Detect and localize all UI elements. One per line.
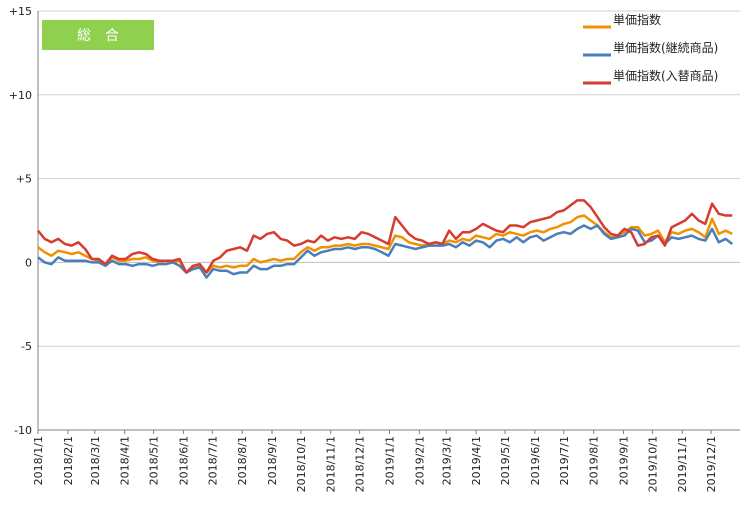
y-tick-label: -10 — [14, 424, 32, 437]
y-tick-label: +10 — [9, 89, 32, 102]
x-tick-label: 2018/4/1 — [119, 436, 132, 485]
series-lines — [37, 199, 734, 279]
x-tick-label: 2018/2/1 — [62, 436, 75, 485]
legend-label-1: 単価指数 — [613, 12, 661, 27]
x-tick-label: 2018/5/1 — [148, 436, 161, 485]
chart-title-box: 総 合 — [42, 20, 154, 50]
x-tick-label: 2019/3/1 — [440, 436, 453, 485]
x-tick-label: 2019/5/1 — [499, 436, 512, 485]
x-tick-labels: 2018/1/1 2018/2/1 2018/3/1 2018/4/1 2018/5/1… — [32, 436, 718, 492]
x-tick-label: 2019/8/1 — [588, 436, 601, 485]
x-tick-label: 2018/6/1 — [177, 436, 190, 485]
y-tick-label: -5 — [21, 340, 32, 353]
x-tick-label: 2019/10/1 — [646, 436, 659, 492]
y-tick-label: +15 — [9, 5, 32, 18]
y-tick-label: +5 — [16, 173, 32, 186]
x-tick-label: 2018/10/1 — [295, 436, 308, 492]
y-tick-label: 0 — [25, 256, 32, 269]
x-tick-label: 2019/2/1 — [413, 436, 426, 485]
x-tick-label: 2018/3/1 — [89, 436, 102, 485]
x-tick-label: 2018/8/1 — [236, 436, 249, 485]
x-tick-label: 2019/12/1 — [705, 436, 718, 492]
x-tick-label: 2018/11/1 — [325, 436, 338, 492]
x-tick-label: 2018/7/1 — [206, 436, 219, 485]
y-tick-labels: +15 +10 +5 0 -5 -10 — [9, 5, 32, 437]
x-tick-label: 2019/6/1 — [529, 436, 542, 485]
x-tick-label: 2019/4/1 — [470, 436, 483, 485]
x-tick-label: 2018/1/1 — [32, 436, 45, 485]
x-tick-label: 2019/1/1 — [383, 436, 396, 485]
series-line-2 — [37, 224, 734, 279]
x-tick-label: 2018/12/1 — [354, 436, 367, 492]
x-tick-label: 2019/7/1 — [558, 436, 571, 485]
x-tick-label: 2018/9/1 — [266, 436, 279, 485]
x-tick-label: 2019/11/1 — [676, 436, 689, 492]
axes — [37, 11, 740, 434]
chart-title: 総 合 — [77, 28, 119, 44]
legend-label-2: 単価指数(継続商品) — [613, 40, 718, 55]
legend-label-3: 単価指数(入替商品) — [613, 68, 718, 83]
series-line-3 — [37, 199, 733, 274]
chart-title-background — [42, 20, 154, 50]
x-tick-label: 2019/9/1 — [617, 436, 630, 485]
